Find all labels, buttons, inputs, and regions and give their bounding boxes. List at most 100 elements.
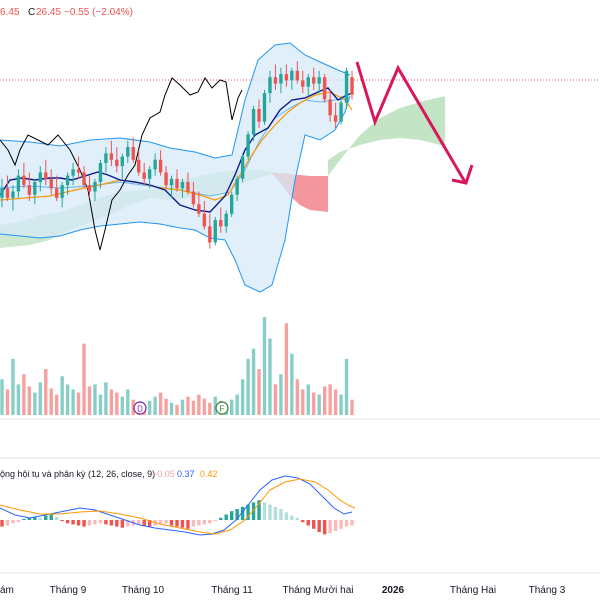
volume-bar bbox=[344, 358, 349, 415]
volume-bar bbox=[186, 396, 190, 415]
candle-body bbox=[131, 147, 135, 160]
candle bbox=[202, 201, 207, 230]
candle-body bbox=[147, 169, 152, 179]
candle-body bbox=[175, 178, 179, 189]
macd-histogram-bar bbox=[213, 520, 217, 522]
candle-body bbox=[71, 169, 75, 176]
candle-body bbox=[180, 181, 185, 189]
candle bbox=[191, 181, 196, 208]
candle-body bbox=[350, 77, 354, 95]
candle bbox=[339, 96, 343, 125]
volume-bar bbox=[0, 379, 4, 415]
candle-body bbox=[158, 159, 163, 173]
volume-bar bbox=[295, 379, 300, 415]
macd-histogram-bar bbox=[158, 520, 163, 525]
candle-body bbox=[104, 153, 108, 163]
candle bbox=[60, 181, 64, 208]
candle-body bbox=[0, 188, 4, 198]
macd-histogram-bar bbox=[137, 520, 141, 525]
candle bbox=[147, 166, 152, 189]
candle bbox=[322, 74, 327, 103]
candle bbox=[279, 67, 283, 94]
candle bbox=[164, 166, 168, 189]
volume-bar bbox=[11, 358, 15, 415]
candle-body bbox=[27, 185, 32, 195]
macd-histogram-bar bbox=[229, 511, 234, 520]
candle-body bbox=[202, 213, 207, 227]
macd-histogram-bar bbox=[251, 502, 256, 520]
macd-hist-value: −0.05 bbox=[152, 469, 175, 479]
macd-histogram-bar bbox=[208, 520, 212, 524]
macd-histogram-bar bbox=[104, 520, 108, 525]
macd-histogram-bar bbox=[49, 514, 53, 520]
candle bbox=[0, 178, 4, 208]
candle-body bbox=[93, 181, 97, 192]
volume-bar bbox=[158, 392, 163, 415]
close-value: 26.45 bbox=[36, 7, 61, 18]
event-marker-financials[interactable]: F bbox=[215, 401, 229, 415]
candle-body bbox=[339, 102, 343, 122]
chikou-span bbox=[0, 77, 243, 251]
macd-histogram-bar bbox=[38, 517, 42, 520]
macd-histogram-bar bbox=[60, 520, 64, 522]
candle-body bbox=[306, 77, 310, 87]
candle bbox=[219, 207, 223, 233]
macd-histogram-bar bbox=[142, 520, 146, 526]
candle-body bbox=[115, 159, 119, 167]
volume-bar bbox=[54, 394, 59, 415]
event-marker-dividend[interactable]: D bbox=[133, 401, 147, 415]
ichimoku-cloud-future bbox=[328, 96, 445, 176]
volume-bar bbox=[27, 386, 32, 415]
candle bbox=[344, 67, 349, 109]
candle bbox=[295, 61, 300, 84]
candle bbox=[197, 191, 201, 217]
candle-body bbox=[191, 191, 196, 205]
volume-bar bbox=[213, 396, 217, 415]
volume-bar bbox=[175, 404, 179, 415]
candle bbox=[27, 172, 32, 202]
candle-body bbox=[76, 169, 81, 173]
volume-bar bbox=[104, 382, 108, 415]
candle-body bbox=[328, 99, 332, 116]
macd-signal-value: 0.42 bbox=[200, 469, 218, 479]
candle bbox=[290, 67, 294, 90]
macd-histogram-bar bbox=[5, 520, 10, 526]
macd-histogram-bar bbox=[120, 520, 125, 528]
candle-body bbox=[98, 162, 103, 182]
macd-histogram-bar bbox=[246, 504, 250, 520]
volume-bar bbox=[279, 374, 283, 415]
candle-body bbox=[49, 178, 53, 189]
volume-bar bbox=[322, 386, 327, 415]
candle-body bbox=[137, 159, 141, 173]
candle-body bbox=[284, 74, 289, 81]
volume-bar bbox=[38, 382, 42, 415]
candle-body bbox=[38, 172, 42, 182]
bollinger-lower bbox=[0, 95, 351, 293]
volume-bar bbox=[257, 369, 261, 415]
axis-label-thang-9: Tháng 9 bbox=[50, 585, 87, 596]
candle-body bbox=[240, 156, 245, 179]
candle bbox=[175, 169, 179, 192]
candle-body bbox=[153, 159, 157, 170]
macd-histogram-bar bbox=[76, 520, 81, 526]
candle-body bbox=[317, 77, 321, 84]
candle bbox=[333, 102, 338, 129]
candle-body bbox=[197, 204, 201, 214]
volume-bar bbox=[5, 389, 10, 415]
candle-body bbox=[273, 77, 278, 84]
candle bbox=[131, 137, 135, 163]
macd-histogram-bar bbox=[224, 514, 228, 520]
candle bbox=[11, 185, 15, 211]
macd-line bbox=[0, 475, 353, 536]
event-d-label: D bbox=[137, 405, 143, 414]
macd-histogram-bar bbox=[180, 520, 185, 528]
candle bbox=[120, 153, 125, 179]
macd-histogram-bar bbox=[44, 515, 48, 520]
volume-bar bbox=[328, 384, 332, 415]
volume-bar bbox=[71, 389, 75, 415]
candle bbox=[109, 140, 114, 167]
event-f-label: F bbox=[220, 405, 225, 414]
projection-arrowhead bbox=[451, 164, 474, 185]
volume-bar bbox=[93, 384, 97, 415]
volume-bar bbox=[273, 384, 278, 415]
